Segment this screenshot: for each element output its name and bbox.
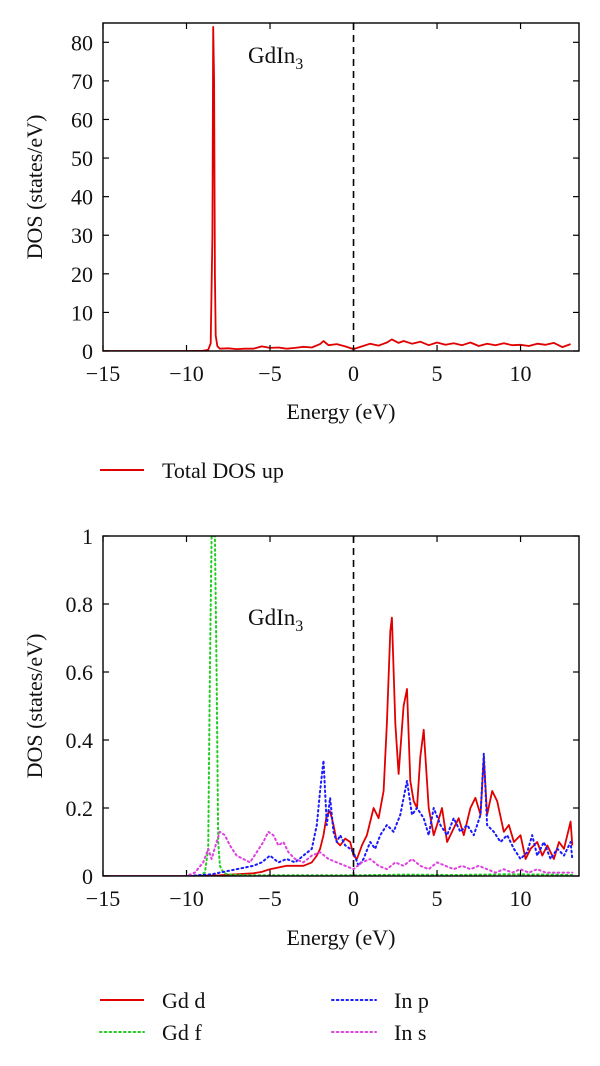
- y-tick-label: 80: [71, 30, 93, 55]
- x-axis-label: Energy (eV): [287, 399, 396, 424]
- x-tick-label: −15: [86, 886, 120, 911]
- x-tick-label: 10: [510, 361, 532, 386]
- legend-label: Gd d: [162, 988, 205, 1013]
- partial-dos-plot-area: [103, 536, 574, 876]
- series-line-gd-f: [103, 536, 574, 876]
- compound-label: GdIn3: [248, 605, 303, 635]
- y-tick-label: 1: [82, 524, 93, 549]
- x-tick-label: −15: [86, 361, 120, 386]
- x-tick-label: 10: [510, 886, 532, 911]
- legend-label: In s: [394, 1020, 426, 1045]
- y-tick-label: 0.4: [66, 728, 94, 753]
- y-tick-label: 50: [71, 146, 93, 171]
- y-tick-label: 0.6: [66, 660, 94, 685]
- x-axis-label: Energy (eV): [287, 925, 396, 950]
- y-tick-label: 70: [71, 69, 93, 94]
- y-tick-label: 40: [71, 185, 93, 210]
- x-tick-label: −10: [169, 886, 203, 911]
- axis-ticks: −15 −10 −5 0 5 10 0 0.2 0.4 0.6 0.8 1: [66, 524, 579, 911]
- x-tick-label: −5: [258, 361, 281, 386]
- y-tick-label: 10: [71, 300, 93, 325]
- series-line-total-dos-up: [103, 25, 571, 351]
- y-tick-label: 20: [71, 262, 93, 287]
- plot-frame: [102, 22, 580, 352]
- plot-frame: [102, 535, 580, 877]
- legend-label: Total DOS up: [162, 458, 284, 483]
- x-tick-label: 0: [348, 886, 359, 911]
- x-tick-label: −5: [258, 886, 281, 911]
- compound-label: GdIn3: [248, 43, 303, 73]
- axis-ticks: −15 −10 −5 0 5 10 0 10 20 30 40 50 60 70 80: [71, 23, 579, 386]
- y-tick-label: 30: [71, 223, 93, 248]
- legend-label: Gd f: [162, 1020, 202, 1045]
- y-tick-label: 0.8: [66, 592, 94, 617]
- y-tick-label: 0: [82, 864, 93, 889]
- legend-label: In p: [394, 988, 429, 1013]
- x-tick-label: 5: [432, 361, 443, 386]
- x-tick-label: 5: [432, 886, 443, 911]
- legend: Gd d Gd f In p In s: [99, 988, 429, 1045]
- x-tick-label: 0: [348, 361, 359, 386]
- series-line-in-p: [103, 752, 574, 876]
- y-axis-label: DOS (states/eV): [22, 115, 47, 260]
- legend: Total DOS up: [100, 458, 284, 483]
- total-dos-plot-area: [103, 25, 571, 351]
- series-line-in-s: [103, 830, 574, 876]
- y-axis-label: DOS (states/eV): [22, 634, 47, 779]
- y-tick-label: 0.2: [66, 796, 94, 821]
- y-tick-label: 60: [71, 107, 93, 132]
- y-tick-label: 0: [82, 339, 93, 364]
- x-tick-label: −10: [169, 361, 203, 386]
- partial-dos-panel: −15 −10 −5 0 5 10 0 0.2 0.4 0.6 0.8 1 GdIn3 DOS (st…: [22, 524, 580, 1045]
- series-line-gd-d: [103, 616, 574, 876]
- total-dos-panel: −15 −10 −5 0 5 10 0 10 20 30 40 50 60 70 80 GdIn3 DOS …: [22, 22, 580, 483]
